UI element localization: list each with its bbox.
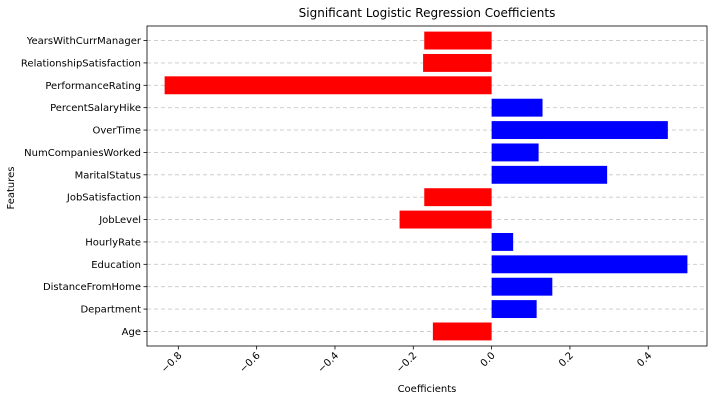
plot-frame	[146, 25, 708, 347]
x-tick-label: −0.6	[238, 350, 263, 375]
y-tick-label: PerformanceRating	[45, 81, 141, 92]
bar-percentsalaryhike	[491, 98, 543, 117]
y-tick-label: PercentSalaryHike	[50, 103, 141, 114]
x-tick-label: 0.4	[635, 350, 654, 369]
x-tick-label: 0.0	[479, 350, 498, 369]
y-tick-label: OverTime	[92, 126, 141, 137]
bar-relationshipsatisfaction	[423, 53, 492, 72]
bar-joblevel	[399, 210, 492, 229]
x-tick-labels: −0.8 −0.6 −0.4 −0.2 0.0 0.2 0.4	[159, 346, 654, 375]
chart-title: Significant Logistic Regression Coeffici…	[299, 6, 556, 20]
y-tick-label: Department	[80, 305, 141, 316]
bar-performancerating	[164, 76, 492, 95]
y-tick-label: DistanceFromHome	[43, 282, 141, 293]
x-tick-label: 0.2	[557, 350, 576, 369]
bar-distancefromhome	[491, 277, 553, 296]
y-tick-label: YearsWithCurrManager	[26, 36, 142, 47]
x-tick-label: −0.2	[394, 350, 419, 375]
y-axis-label: Features	[6, 167, 17, 210]
bar-overtime	[491, 121, 668, 140]
bars	[164, 31, 688, 341]
y-tick-label: HourlyRate	[85, 237, 141, 248]
y-tick-label: JobLevel	[98, 215, 141, 226]
y-tick-label: RelationshipSatisfaction	[21, 58, 141, 69]
bar-maritalstatus	[491, 165, 608, 184]
x-tick-label: −0.4	[316, 350, 341, 375]
y-tick-label: NumCompaniesWorked	[24, 148, 141, 159]
bar-hourlyrate	[491, 232, 514, 251]
bar-age	[432, 322, 492, 341]
y-tick-label: MaritalStatus	[75, 170, 141, 181]
y-tick-label: JobSatisfaction	[66, 193, 141, 204]
bar-yearswithcurrmanager	[424, 31, 492, 50]
y-tick-label: Education	[91, 260, 141, 271]
bar-department	[491, 300, 537, 319]
bar-jobsatisfaction	[424, 188, 492, 207]
y-tick-label: Age	[122, 327, 141, 338]
x-axis-label: Coefficients	[398, 384, 457, 395]
x-tick-label: −0.8	[159, 350, 184, 375]
bar-education	[491, 255, 688, 274]
y-tick-labels: Age Department DistanceFromHome Education Ho…	[21, 36, 147, 338]
axes-frame	[146, 25, 708, 347]
bar-numcompaniesworked	[491, 143, 539, 162]
